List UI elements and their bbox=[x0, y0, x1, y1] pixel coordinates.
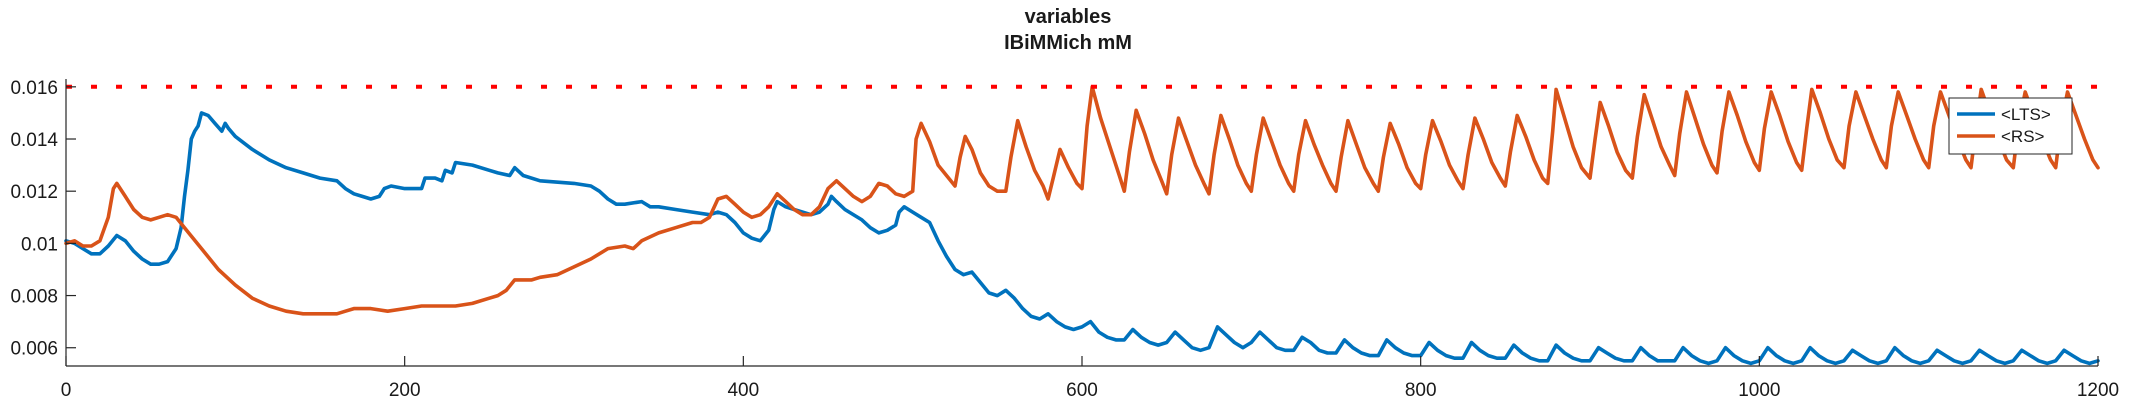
x-tick-label: 1000 bbox=[1738, 380, 1780, 400]
y-tick-label: 0.016 bbox=[10, 78, 58, 99]
series-layer bbox=[64, 84, 2100, 366]
legend-label-lts: <LTS> bbox=[2001, 105, 2051, 124]
legend[interactable]: <LTS> <RS> bbox=[1948, 97, 2073, 155]
x-tick-label: 600 bbox=[1066, 380, 1098, 400]
x-tick-label: 800 bbox=[1405, 380, 1437, 400]
y-tick-label: 0.006 bbox=[10, 339, 58, 360]
x-tick-label: 1200 bbox=[2077, 380, 2119, 400]
y-tick-label: 0.012 bbox=[10, 182, 58, 203]
y-tick-label: 0.01 bbox=[21, 234, 58, 255]
x-tick-label: 0 bbox=[61, 380, 72, 400]
y-tick-label: 0.008 bbox=[10, 287, 58, 308]
series-line-lts bbox=[64, 111, 2100, 366]
series-line-rs bbox=[64, 85, 2100, 316]
axes-layer: 0 200 400 600 800 1000 1200 0.006 0.008 0.01 0.012… bbox=[10, 78, 2119, 400]
y-tick-label: 0.014 bbox=[10, 130, 58, 151]
chart-title: variables bbox=[1025, 6, 1112, 28]
legend-label-rs: <RS> bbox=[2001, 127, 2045, 146]
legend-box bbox=[1948, 97, 2073, 155]
chart-subtitle: IBiMMich mM bbox=[1004, 32, 1132, 54]
x-tick-label: 400 bbox=[727, 380, 759, 400]
x-tick-label: 200 bbox=[389, 380, 421, 400]
